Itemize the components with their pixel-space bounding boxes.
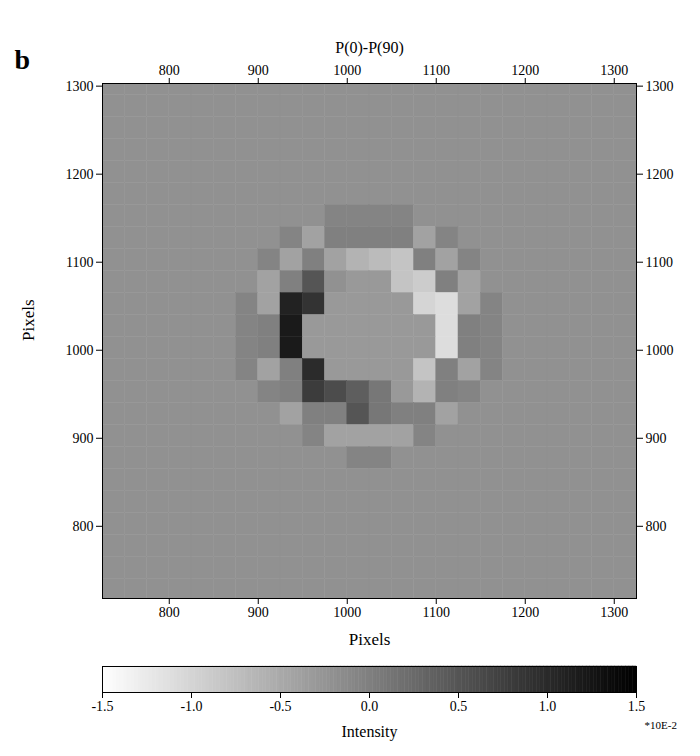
svg-text:1.0: 1.0 [539, 699, 557, 714]
svg-text:-0.5: -0.5 [269, 699, 291, 714]
svg-text:1.5: 1.5 [628, 699, 646, 714]
svg-text:1000: 1000 [66, 343, 94, 358]
svg-text:Pixels: Pixels [349, 630, 391, 649]
svg-text:0.0: 0.0 [361, 699, 379, 714]
svg-text:1100: 1100 [646, 255, 673, 270]
svg-text:1300: 1300 [66, 79, 94, 94]
svg-text:1100: 1100 [66, 255, 93, 270]
svg-text:1300: 1300 [600, 605, 628, 620]
svg-text:1000: 1000 [646, 343, 674, 358]
svg-text:*10E-2: *10E-2 [645, 719, 677, 731]
svg-text:1300: 1300 [646, 79, 674, 94]
svg-text:Pixels: Pixels [19, 299, 38, 341]
svg-text:1200: 1200 [511, 605, 539, 620]
svg-text:900: 900 [646, 431, 667, 446]
svg-text:1000: 1000 [333, 63, 361, 78]
svg-text:P(0)-P(90): P(0)-P(90) [335, 39, 403, 57]
svg-text:b: b [15, 44, 31, 75]
svg-text:0.5: 0.5 [450, 699, 468, 714]
svg-text:800: 800 [646, 519, 667, 534]
svg-text:800: 800 [73, 519, 94, 534]
svg-text:1100: 1100 [423, 63, 450, 78]
svg-text:1200: 1200 [646, 167, 674, 182]
svg-text:900: 900 [73, 431, 94, 446]
svg-text:-1.0: -1.0 [180, 699, 202, 714]
svg-text:-1.5: -1.5 [91, 699, 113, 714]
svg-text:1200: 1200 [66, 167, 94, 182]
svg-text:1200: 1200 [511, 63, 539, 78]
svg-text:1300: 1300 [600, 63, 628, 78]
svg-text:800: 800 [159, 63, 180, 78]
svg-text:800: 800 [159, 605, 180, 620]
svg-text:1000: 1000 [333, 605, 361, 620]
svg-text:900: 900 [248, 63, 269, 78]
svg-text:Intensity: Intensity [342, 723, 398, 741]
svg-text:1100: 1100 [423, 605, 450, 620]
svg-text:900: 900 [248, 605, 269, 620]
